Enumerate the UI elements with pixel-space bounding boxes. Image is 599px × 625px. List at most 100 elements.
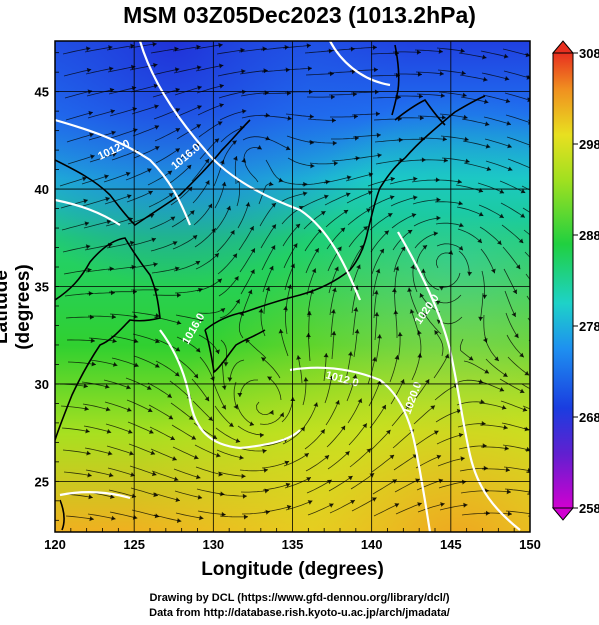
streamline-arrow [89, 132, 94, 138]
streamline-arrow [233, 404, 238, 410]
streamline [371, 75, 400, 77]
streamline [67, 361, 96, 365]
streamline [229, 359, 245, 382]
streamline-arrow [108, 45, 113, 50]
streamline [174, 86, 202, 96]
streamline-arrow [485, 143, 491, 149]
streamline-arrow [295, 223, 301, 229]
streamline [439, 272, 461, 288]
streamline-arrow [193, 454, 199, 460]
streamline [325, 400, 340, 426]
streamline-arrow [407, 287, 412, 292]
streamline-arrow [377, 334, 382, 339]
streamline [522, 207, 530, 213]
streamline [458, 445, 487, 450]
streamline-arrow [497, 240, 502, 245]
streamline [417, 115, 446, 119]
streamline [236, 178, 240, 207]
streamline-arrow [296, 355, 302, 360]
streamline [193, 203, 213, 226]
streamline [504, 488, 530, 493]
streamline [284, 477, 312, 489]
streamline-arrow [411, 213, 417, 218]
streamline [153, 514, 182, 522]
streamline [391, 213, 417, 229]
streamline [177, 142, 200, 162]
streamline [264, 137, 291, 151]
streamline [396, 138, 425, 141]
streamline-arrow [328, 375, 334, 381]
streamline-arrow [219, 63, 224, 69]
streamline [331, 137, 360, 140]
streamline-arrow [331, 117, 336, 123]
streamline-arrow [347, 476, 353, 481]
streamline-arrow [133, 338, 139, 344]
streamline [130, 487, 159, 497]
streamline [526, 97, 530, 100]
streamline-arrow [366, 448, 371, 454]
streamline [173, 66, 202, 74]
streamline [172, 234, 198, 250]
streamline [414, 49, 443, 53]
streamline-arrow [83, 198, 88, 204]
streamline [150, 448, 177, 461]
pressure-contours [55, 41, 521, 532]
streamline-arrow [268, 181, 274, 187]
streamline-arrow [196, 124, 201, 129]
streamline-arrow [174, 266, 180, 272]
streamline [195, 466, 223, 476]
streamline [368, 380, 381, 407]
streamline-arrow [106, 219, 112, 225]
streamline [439, 504, 468, 511]
streamline-arrow [199, 317, 204, 323]
streamline-arrow [247, 289, 253, 295]
streamline [107, 66, 136, 73]
streamline-arrow [433, 430, 439, 435]
streamline-arrow [110, 109, 115, 114]
streamline [330, 116, 359, 118]
streamline-arrow [186, 164, 192, 170]
streamline-arrow [381, 404, 386, 410]
streamline-arrow [328, 503, 334, 508]
streamline-arrow [286, 504, 292, 510]
streamline-arrow [174, 371, 180, 377]
streamline [282, 223, 301, 247]
streamline [133, 355, 160, 368]
streamline-arrow [195, 347, 201, 353]
streamline-arrow [239, 455, 244, 460]
streamline-arrow [440, 93, 445, 98]
streamline [375, 334, 381, 363]
streamline [526, 493, 530, 495]
x-axis-label: Longitude (degrees) [201, 559, 384, 580]
streamline-arrow [259, 432, 264, 438]
streamline [435, 294, 462, 304]
streamline-arrow [304, 453, 309, 458]
streamline [86, 88, 115, 97]
streamline [282, 44, 311, 49]
streamline-arrow [409, 309, 415, 314]
streamline [173, 468, 201, 479]
streamline-arrow [293, 243, 298, 249]
streamline-arrow [465, 158, 470, 164]
streamline-arrow [154, 125, 160, 130]
colorbar-max-arrow [551, 40, 575, 54]
streamline [416, 93, 445, 97]
streamline-arrow [86, 450, 91, 456]
streamline-arrow [218, 471, 223, 477]
streamline-arrow [208, 416, 213, 421]
streamline [60, 405, 89, 410]
streamline-arrow [507, 166, 513, 172]
streamline [133, 146, 160, 159]
streamline [285, 306, 288, 335]
streamline-arrow [221, 181, 227, 187]
streamline-arrow [175, 346, 181, 352]
streamline-arrow [507, 143, 512, 149]
streamline [503, 268, 518, 295]
colorbar-tick-label: 308 [579, 46, 599, 61]
streamline-arrow [417, 353, 423, 358]
streamline-arrow [306, 43, 311, 49]
streamline-arrow [106, 428, 112, 434]
streamline [61, 427, 90, 433]
streamline [238, 225, 254, 251]
streamline [67, 155, 95, 165]
